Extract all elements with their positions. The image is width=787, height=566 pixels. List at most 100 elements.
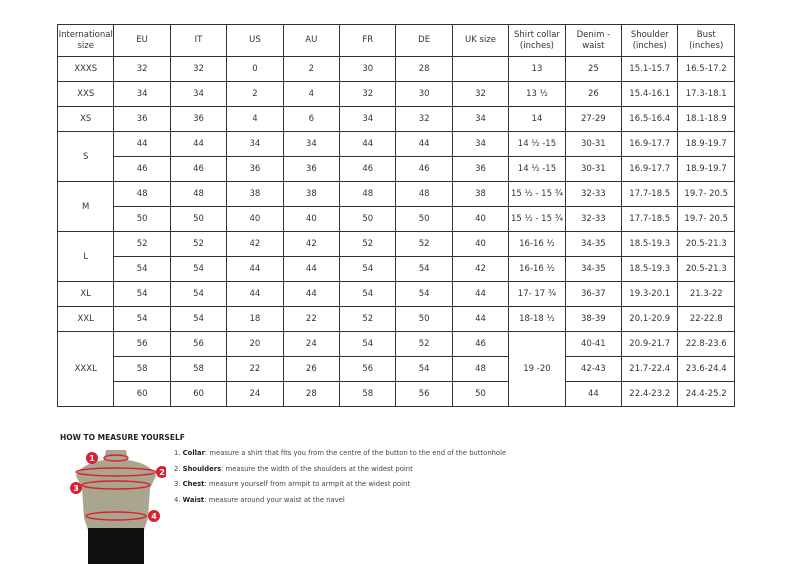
table-cell: 32 <box>169 56 228 82</box>
table-cell: 60 <box>113 381 171 407</box>
table-cell: 26 <box>282 356 341 382</box>
table-cell: 20 <box>226 331 284 357</box>
table-cell: 54 <box>339 256 397 282</box>
table-cell: 48 <box>395 181 453 207</box>
table-cell: 48 <box>339 181 397 207</box>
table-cell: 32 <box>113 56 171 82</box>
table-cell: 54 <box>169 281 228 307</box>
instruction-chest: 3. Chest: measure yourself from armpit t… <box>174 480 410 488</box>
table-cell: 4 <box>282 81 341 107</box>
instruction-shoulders: 2. Shoulders: measure the width of the s… <box>174 464 413 473</box>
table-cell: XXL <box>56 306 115 332</box>
table-cell: XXXS <box>56 56 115 82</box>
table-cell: XXS <box>56 81 115 107</box>
table-row: S 44 44 34 34 44 44 34 14 ½ -15 30-31 16.9-17.7 18.… <box>56 131 735 182</box>
table-cell: 24.4-25.2 <box>677 381 735 407</box>
table-cell: 54 <box>339 331 397 357</box>
instruction-collar: 1. Collar: measure a shirt that fits you… <box>174 449 507 457</box>
table-cell: 14 ½ -15 <box>508 156 566 182</box>
table-cell: 52 <box>169 231 228 257</box>
table-cell <box>451 56 510 82</box>
table-cell: M <box>56 181 115 232</box>
column-header: DE <box>395 24 453 57</box>
table-cell: 32 <box>339 81 397 107</box>
table-cell: 17.7-18.5 <box>621 181 679 207</box>
marker-1 <box>86 452 98 464</box>
table-row: XS 36 36 4 6 34 32 34 14 27-29 16.5-16.4 18.1-18.9 <box>56 106 735 132</box>
table-cell: 30 <box>395 81 453 107</box>
column-header: US <box>226 24 284 57</box>
table-cell: 56 <box>113 331 171 357</box>
table-cell: 14 <box>508 106 566 132</box>
table-cell: 58 <box>169 356 228 382</box>
table-cell: 16.5-16.4 <box>621 106 679 132</box>
table-cell: S <box>56 131 115 182</box>
table-cell: 36-37 <box>564 281 623 307</box>
table-cell: 52 <box>113 231 171 257</box>
table-cell: 34 <box>226 131 284 157</box>
table-cell: 50 <box>113 206 171 232</box>
table-cell: 34 <box>451 106 510 132</box>
table-cell: 21.3-22 <box>677 281 735 307</box>
table-cell: 36 <box>451 156 510 182</box>
marker-label: 1 <box>89 454 95 463</box>
table-cell: 38-39 <box>564 306 623 332</box>
column-header: International size <box>56 24 115 57</box>
table-cell: 54 <box>113 281 171 307</box>
table-cell: 18-18 ½ <box>508 306 566 332</box>
table-cell: 50 <box>395 206 453 232</box>
table-cell: 13 ½ <box>508 81 566 107</box>
table-cell: 52 <box>395 231 453 257</box>
table-cell: 56 <box>169 331 228 357</box>
table-cell: 34 <box>113 81 171 107</box>
table-cell: 20.1-20.9 <box>621 306 679 332</box>
table-cell: 18.1-18.9 <box>677 106 735 132</box>
table-cell: 19.3-20.1 <box>621 281 679 307</box>
table-cell: 54 <box>395 281 453 307</box>
table-cell: 40 <box>226 206 284 232</box>
table-cell: 44 <box>282 256 341 282</box>
table-cell: 60 <box>169 381 228 407</box>
table-cell: 42 <box>282 231 341 257</box>
table-cell: 13 <box>508 56 566 82</box>
table-row: 54 54 44 44 54 54 42 16-16 ½ 34-35 18.5-19.3 20.5-… <box>58 256 735 282</box>
table-cell: 30-31 <box>564 156 623 182</box>
column-header: IT <box>169 24 228 57</box>
table-row: 60 60 24 28 58 56 50 44 22.4-23.2 24.4-25.2 <box>58 381 735 407</box>
table-cell: 16.9-17.7 <box>621 156 679 182</box>
table-cell: 24 <box>226 381 284 407</box>
table-cell: 32 <box>395 106 453 132</box>
table-cell: 58 <box>339 381 397 407</box>
table-cell: 44 <box>226 256 284 282</box>
table-cell: 52 <box>339 231 397 257</box>
table-cell: 20.9-21.7 <box>621 331 679 357</box>
table-cell: XL <box>56 281 115 307</box>
table-cell: 36 <box>113 106 171 132</box>
table-cell: 15 ½ - 15 ¾ <box>508 181 566 207</box>
size-chart-table: International size EU IT US AU FR DE UK size Shi… <box>56 24 735 407</box>
table-cell: 22.8-23.6 <box>677 331 735 357</box>
table-cell: 32-33 <box>564 206 623 232</box>
table-cell: 15 ½ - 15 ¾ <box>508 206 566 232</box>
table-cell: 34 <box>282 131 341 157</box>
table-cell: 38 <box>226 181 284 207</box>
table-row: 50 50 40 40 50 50 40 15 ½ - 15 ¾ 32-33 17.7-18.5 1… <box>58 206 735 232</box>
table-cell: 46 <box>339 156 397 182</box>
table-cell: 44 <box>451 281 510 307</box>
table-row: 46 46 36 36 46 46 36 14 ½ -15 30-31 16.9-17.7 18.9… <box>58 156 735 182</box>
table-row: XXXS 32 32 0 2 30 28 13 25 15.1-15.7 16.5-17.2 <box>56 56 735 82</box>
table-cell: 22-22.8 <box>677 306 735 332</box>
table-cell: 25 <box>564 56 623 82</box>
table-row: XXXL 56 56 20 24 54 52 46 19 -20 40-41 20.9-21.7 22… <box>56 331 735 407</box>
column-header: AU <box>282 24 341 57</box>
table-cell: 4 <box>226 106 284 132</box>
marker-2 <box>156 466 166 478</box>
table-cell: 54 <box>395 256 453 282</box>
table-cell: 22 <box>226 356 284 382</box>
column-header: Shoulder (inches) <box>621 24 679 57</box>
table-cell: 46 <box>113 156 171 182</box>
column-header: UK size <box>451 24 510 57</box>
table-cell: 26 <box>564 81 623 107</box>
table-cell: 50 <box>451 381 510 407</box>
marker-3 <box>70 482 82 494</box>
